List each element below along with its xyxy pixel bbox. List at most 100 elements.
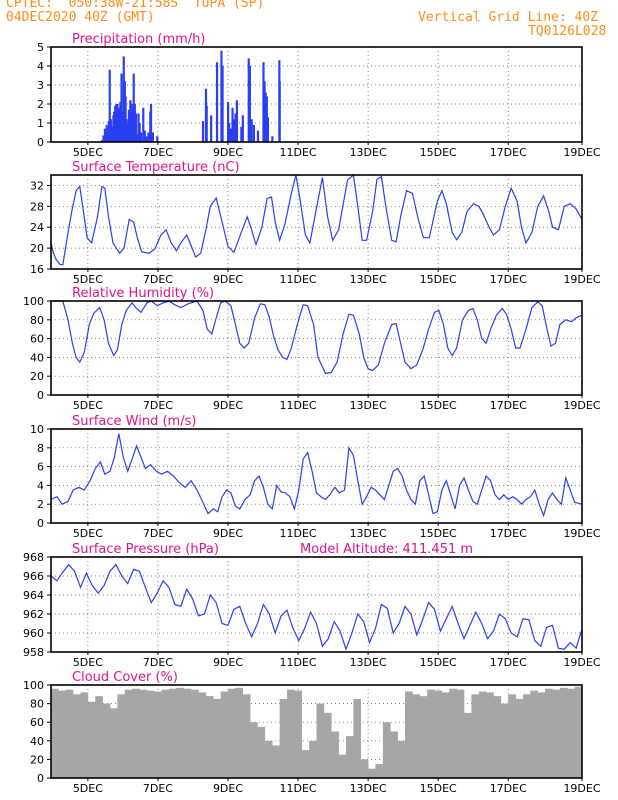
precip-bar: [263, 81, 266, 142]
precip-bar: [111, 126, 114, 142]
cloud-bar: [427, 689, 435, 778]
y-tick-label: 60: [30, 716, 44, 729]
y-tick-label: 80: [30, 698, 44, 711]
y-tick-label: 962: [23, 608, 44, 621]
cloud-bar: [537, 692, 546, 778]
plot-frame: [50, 46, 583, 143]
x-tick-label: 11DEC: [280, 146, 317, 159]
precip-bar: [102, 135, 105, 142]
cloud-bar: [456, 689, 465, 778]
header-run-id: TQ0126L028: [528, 24, 607, 39]
x-tick-label: 13DEC: [350, 527, 387, 540]
y-tick-label: 40: [30, 351, 44, 364]
cloud-bar: [169, 688, 177, 778]
x-tick-label: 11DEC: [280, 527, 317, 540]
x-tick-label: 5DEC: [73, 782, 103, 795]
y-tick-label: 6: [37, 461, 44, 474]
cloud-bar: [220, 691, 229, 778]
x-tick-label: 17DEC: [490, 656, 527, 669]
cloud-bar: [316, 703, 325, 778]
cloud-bar: [132, 688, 140, 778]
cloud-bar: [51, 688, 59, 778]
precip-bar: [131, 111, 134, 142]
cloud-bar: [559, 687, 568, 778]
precip-bar: [106, 130, 109, 142]
y-tick-label: 32: [30, 179, 44, 192]
cloud-bar: [331, 731, 339, 778]
cloud-bar: [523, 694, 531, 778]
cloud-bar: [545, 688, 553, 778]
cloud-bar: [353, 698, 362, 778]
precip-bar: [133, 104, 136, 142]
precip-bar: [142, 107, 145, 142]
precip-bar: [147, 132, 150, 142]
series-line: [50, 563, 583, 652]
panel-title: Surface Temperature (nC): [72, 160, 240, 175]
cloud-bar: [264, 740, 273, 778]
precip-bar: [278, 81, 281, 142]
cloud-bar: [250, 722, 258, 778]
precip-bar: [234, 113, 237, 142]
x-tick-label: 17DEC: [490, 273, 527, 286]
cloud-bar: [279, 698, 288, 778]
x-tick-label: 11DEC: [280, 399, 317, 412]
cloud-bar: [257, 726, 266, 778]
x-tick-label: 19DEC: [563, 782, 600, 795]
panel-title: Surface Wind (m/s): [72, 414, 196, 429]
x-tick-label: 17DEC: [490, 146, 527, 159]
y-tick-label: 60: [30, 333, 44, 346]
precip-bar: [121, 111, 124, 142]
precip-bar: [105, 124, 108, 142]
y-tick-label: 0: [37, 772, 44, 785]
precip-bar: [228, 123, 231, 142]
cloud-bar: [323, 712, 332, 778]
precip-bar: [252, 124, 256, 142]
precip-bar: [235, 100, 239, 142]
x-tick-label: 19DEC: [563, 656, 600, 669]
precip-bar: [231, 107, 234, 142]
series-line: [50, 173, 583, 266]
y-tick-label: 966: [23, 570, 44, 583]
x-tick-label: 19DEC: [563, 399, 600, 412]
cloud-bar: [471, 694, 480, 778]
precip-bar: [149, 104, 153, 142]
cloud-bar: [65, 689, 74, 778]
y-tick-label: 1: [37, 117, 44, 130]
cloud-bar: [294, 690, 303, 778]
y-tick-label: 80: [30, 314, 44, 327]
x-tick-label: 13DEC: [350, 399, 387, 412]
cloud-bar: [301, 750, 310, 778]
y-tick-label: 968: [23, 551, 44, 564]
x-tick-label: 7DEC: [143, 146, 173, 159]
x-tick-label: 5DEC: [73, 146, 103, 159]
cloud-bar: [515, 698, 524, 778]
cloud-bar: [228, 688, 236, 778]
cloud-bar: [191, 689, 199, 778]
precip-bar: [220, 50, 223, 142]
precip-bar: [221, 66, 224, 142]
cloud-bar: [117, 694, 126, 778]
cloud-bar: [441, 692, 450, 778]
x-tick-label: 7DEC: [143, 656, 173, 669]
precip-bar: [271, 136, 274, 142]
x-tick-label: 11DEC: [280, 656, 317, 669]
x-tick-label: 9DEC: [213, 782, 243, 795]
x-tick-label: 15DEC: [420, 782, 457, 795]
cloud-bar: [124, 689, 133, 778]
y-tick-label: 4: [37, 479, 44, 492]
precip-bar: [247, 58, 250, 142]
precip-bar: [132, 73, 135, 142]
cloud-bar: [73, 694, 81, 778]
y-tick-label: 20: [30, 242, 44, 255]
precip-bar: [264, 92, 267, 142]
cloud-bar: [574, 686, 583, 778]
y-tick-label: 0: [37, 389, 44, 402]
header-station: CPTEC: 050:38W-21:58S TUPA (SP): [6, 0, 265, 11]
cloud-bar: [242, 694, 251, 778]
cloud-bar: [375, 764, 384, 778]
x-tick-label: 11DEC: [280, 273, 317, 286]
y-tick-label: 100: [23, 295, 44, 308]
x-tick-label: 9DEC: [213, 399, 243, 412]
precip-bar: [205, 105, 208, 142]
series-line: [50, 433, 583, 518]
